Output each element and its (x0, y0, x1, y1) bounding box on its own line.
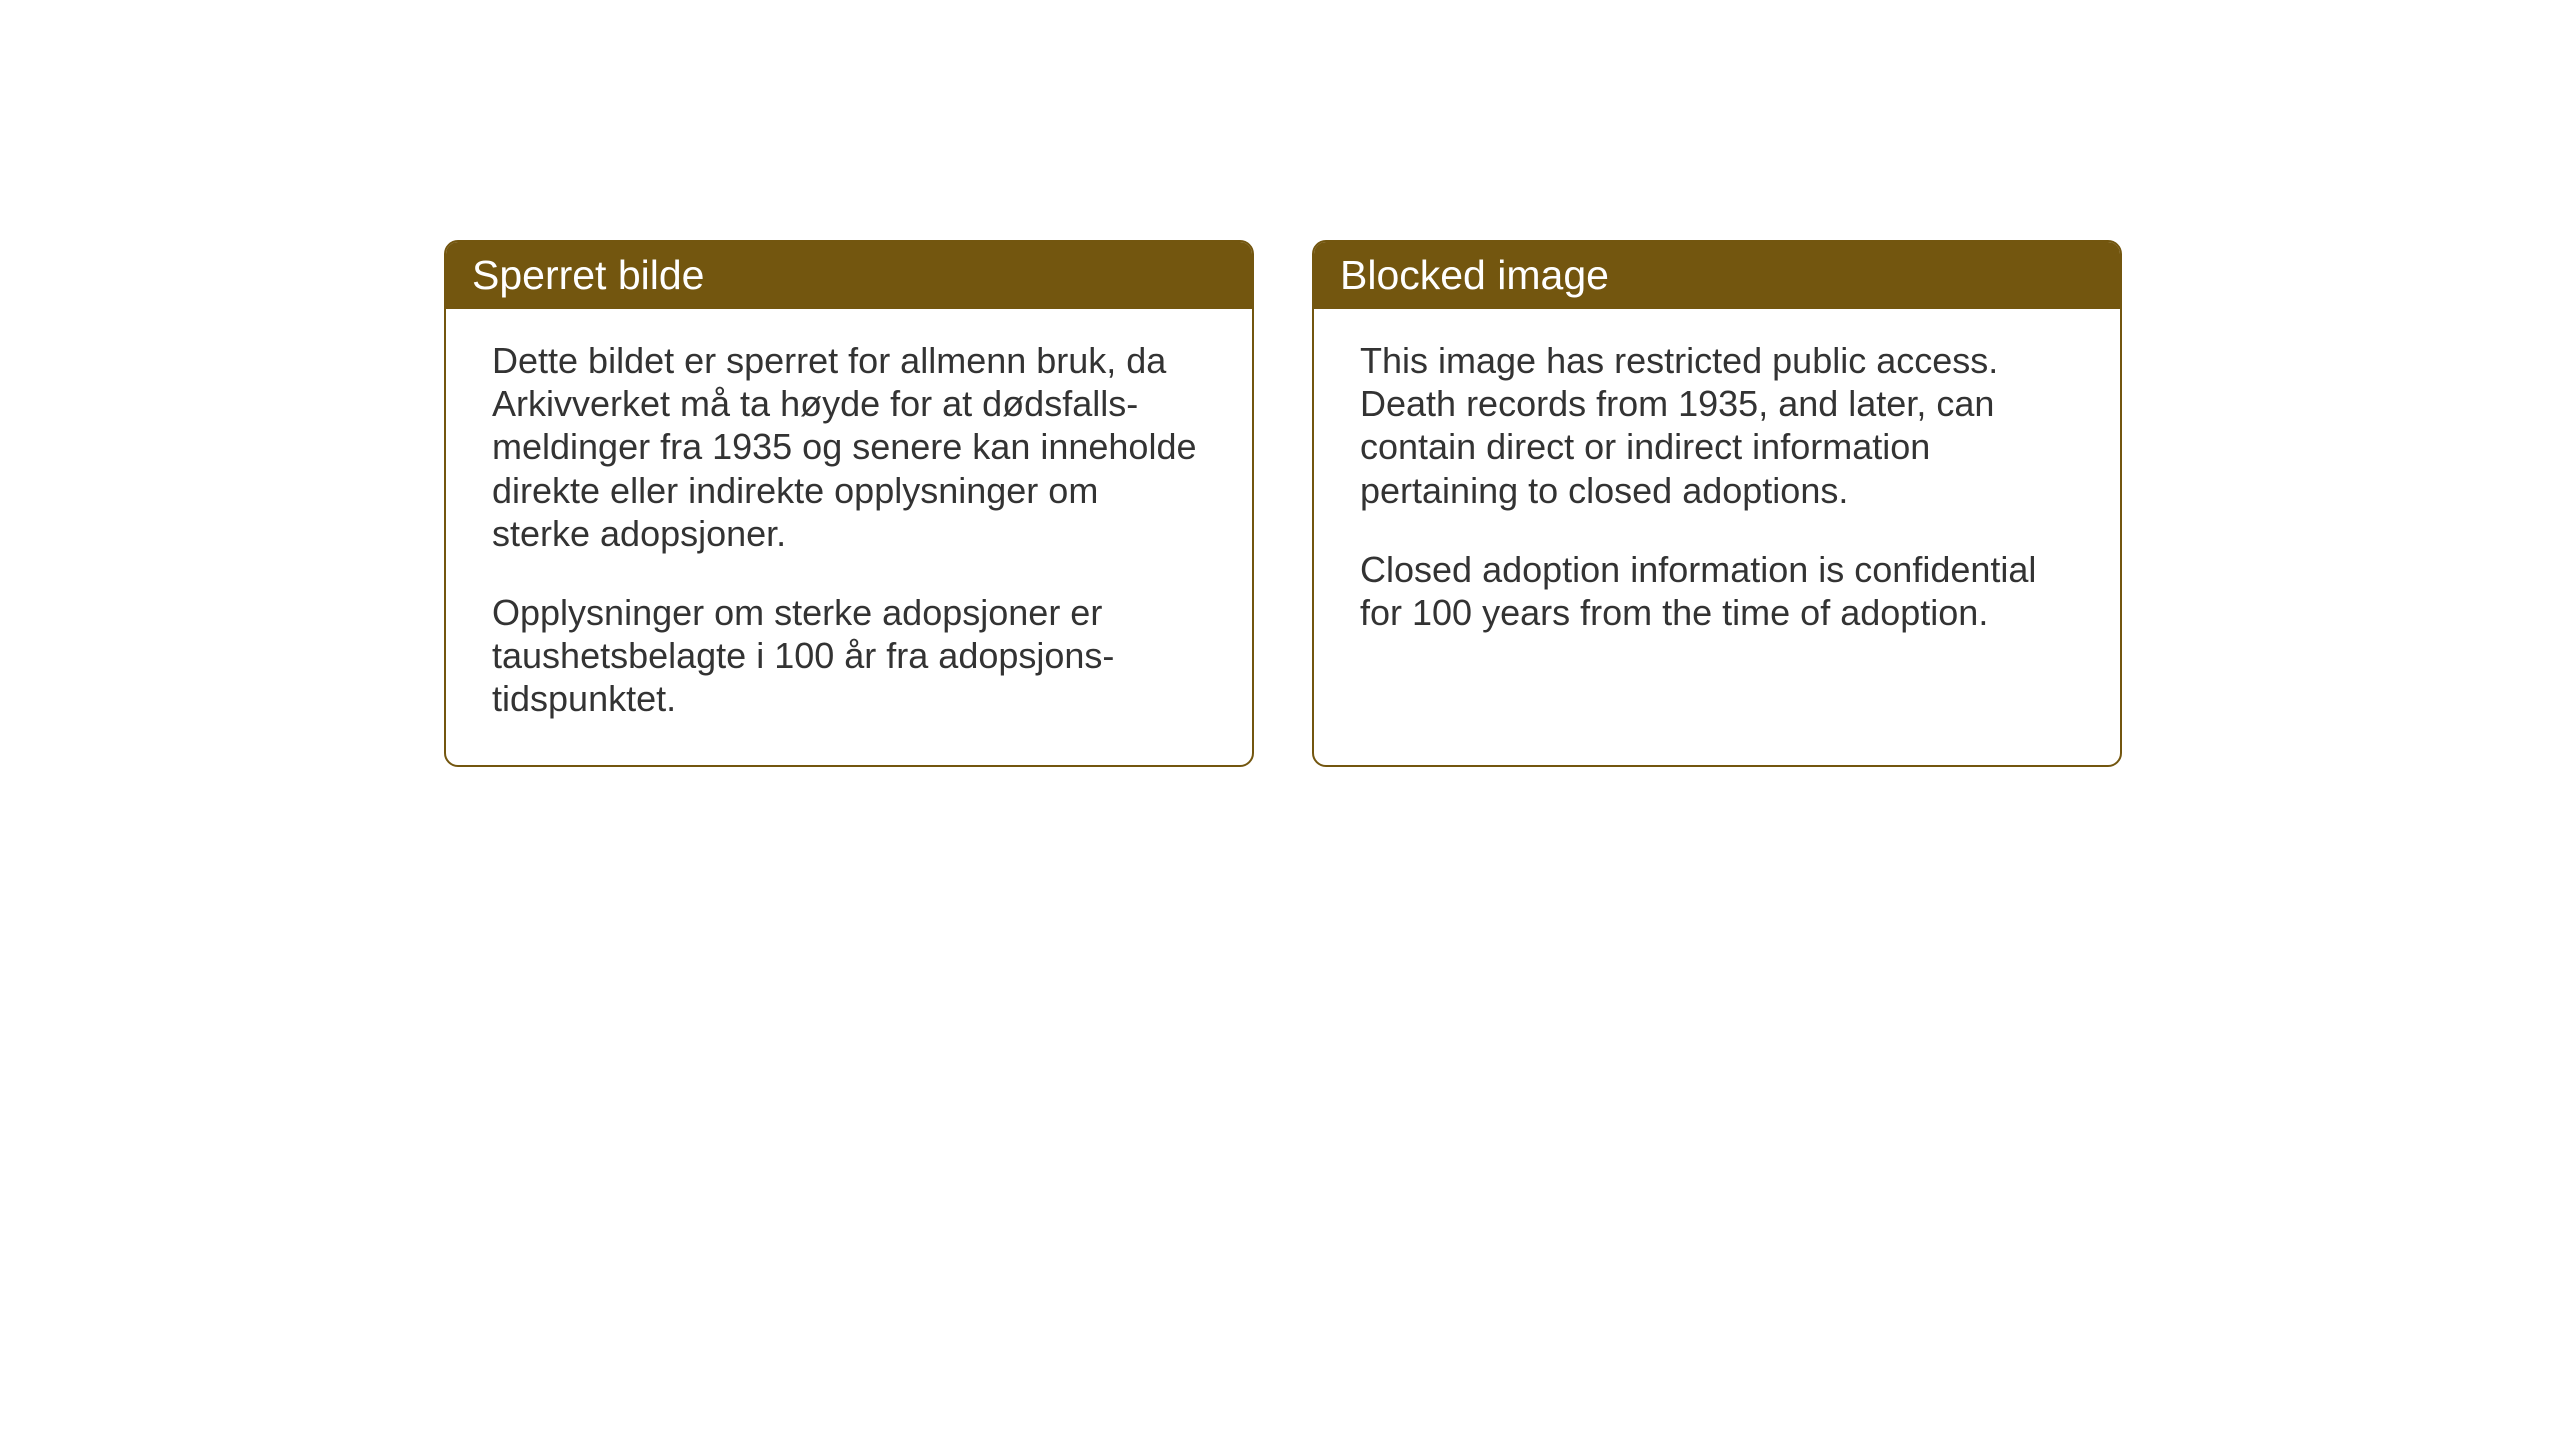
card-header-english: Blocked image (1314, 242, 2120, 309)
notice-container: Sperret bilde Dette bildet er sperret fo… (444, 240, 2122, 767)
paragraph-english-1: This image has restricted public access.… (1360, 339, 2074, 512)
notice-card-norwegian: Sperret bilde Dette bildet er sperret fo… (444, 240, 1254, 767)
card-title-english: Blocked image (1340, 252, 1609, 298)
card-title-norwegian: Sperret bilde (472, 252, 704, 298)
card-header-norwegian: Sperret bilde (446, 242, 1252, 309)
notice-card-english: Blocked image This image has restricted … (1312, 240, 2122, 767)
paragraph-norwegian-2: Opplysninger om sterke adopsjoner er tau… (492, 591, 1206, 721)
paragraph-norwegian-1: Dette bildet er sperret for allmenn bruk… (492, 339, 1206, 555)
paragraph-english-2: Closed adoption information is confident… (1360, 548, 2074, 634)
card-body-norwegian: Dette bildet er sperret for allmenn bruk… (446, 309, 1252, 765)
card-body-english: This image has restricted public access.… (1314, 309, 2120, 678)
